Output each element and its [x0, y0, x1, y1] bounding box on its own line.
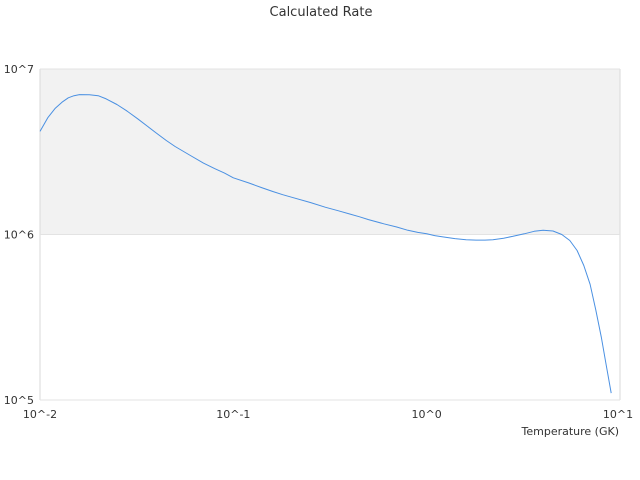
- y-tick-labels: 10^5 10^6 10^7: [4, 63, 34, 407]
- chart-title: Calculated Rate: [270, 5, 373, 20]
- x-tick-label: 10^0: [412, 408, 442, 421]
- x-tick-label: 10^1: [603, 408, 633, 421]
- y-tick-label: 10^7: [4, 63, 34, 76]
- plot-band: [40, 69, 620, 235]
- series-line: [39, 94, 612, 394]
- x-tick-labels: 10^-2 10^-1 10^0 10^1: [23, 408, 633, 421]
- plot-bands: [40, 69, 620, 400]
- y-tick-label: 10^6: [4, 229, 34, 242]
- y-tick-label: 10^5: [4, 394, 34, 407]
- x-tick-label: 10^-2: [23, 408, 57, 421]
- x-axis-label: Temperature (GK): [521, 425, 620, 438]
- series-lines: [39, 94, 612, 394]
- plot-band: [40, 234, 620, 400]
- x-tick-label: 10^-1: [216, 408, 250, 421]
